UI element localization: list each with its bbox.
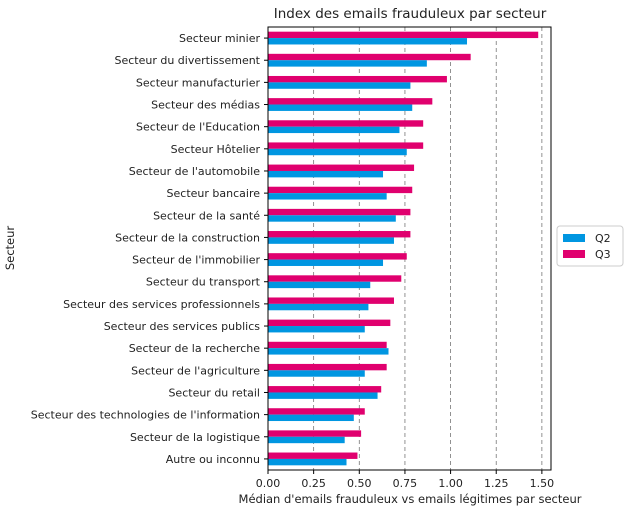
y-tick-label-15: Secteur de l'agriculture: [131, 364, 260, 377]
bar-q3-8: [268, 208, 411, 216]
bar-q2-19: [268, 458, 347, 466]
legend-swatch-q3: [563, 250, 585, 258]
bar-q3-1: [268, 53, 471, 61]
y-tick-label-19: Autre ou inconnu: [166, 453, 260, 466]
y-tick-label-6: Secteur de l'automobile: [129, 165, 260, 178]
legend-swatch-q2: [563, 234, 585, 242]
bar-q2-2: [268, 82, 411, 89]
y-tick-label-4: Secteur de l'Education: [136, 121, 260, 134]
bar-q2-14: [268, 348, 389, 355]
x-tick-label-5: 1.25: [484, 477, 509, 490]
bar-q3-0: [268, 31, 539, 39]
plot-frame: [267, 26, 552, 471]
y-tick-label-1: Secteur du divertissement: [114, 54, 260, 67]
y-tick-label-0: Secteur minier: [179, 32, 260, 45]
y-tick-label-3: Secteur des médias: [151, 99, 260, 112]
bars-layer: [268, 31, 539, 466]
y-tick-label-12: Secteur des services professionnels: [63, 298, 260, 311]
bar-q2-11: [268, 281, 371, 289]
y-tick-label-18: Secteur de la logistique: [130, 431, 260, 444]
bar-q3-15: [268, 363, 387, 371]
x-tick-label-2: 0.50: [347, 477, 372, 490]
bar-q3-11: [268, 275, 402, 282]
legend-box: [556, 225, 624, 267]
bar-q3-12: [268, 297, 394, 304]
x-tick-label-3: 0.75: [393, 477, 418, 490]
bar-q3-18: [268, 430, 362, 437]
x-tick-label-4: 1.00: [438, 477, 463, 490]
bar-q3-5: [268, 142, 424, 149]
bar-q3-13: [268, 319, 391, 327]
x-tick-label-1: 0.25: [301, 477, 326, 490]
y-tick-label-14: Secteur de la recherche: [129, 342, 261, 355]
y-tick-label-17: Secteur des technologies de l'informatio…: [31, 409, 260, 422]
bar-q2-16: [268, 392, 378, 399]
bar-q3-19: [268, 452, 358, 459]
bar-q3-7: [268, 186, 413, 194]
bar-q3-17: [268, 408, 365, 415]
legend-label-q3: Q3: [595, 248, 611, 261]
legend-label-q2: Q2: [595, 232, 611, 245]
bar-q2-13: [268, 326, 365, 333]
bar-q3-10: [268, 253, 407, 260]
bar-q3-6: [268, 164, 415, 171]
bar-q2-9: [268, 237, 394, 244]
bar-q3-3: [268, 98, 433, 105]
x-axis-label: Médian d'emails frauduleux vs emails lég…: [239, 492, 582, 506]
bar-q3-2: [268, 75, 447, 83]
bar-q2-15: [268, 370, 365, 377]
bar-q2-0: [268, 38, 468, 45]
bar-q2-12: [268, 303, 369, 311]
y-tick-label-9: Secteur de la construction: [115, 231, 260, 244]
x-tick-label-6: 1.50: [530, 477, 555, 490]
bar-q2-10: [268, 259, 384, 266]
y-tick-label-16: Secteur du retail: [168, 386, 260, 399]
bar-q3-4: [268, 120, 424, 127]
bar-q2-18: [268, 436, 345, 444]
y-tick-label-7: Secteur bancaire: [167, 187, 261, 200]
y-tick-label-2: Secteur manufacturier: [136, 76, 261, 89]
bar-q2-17: [268, 414, 354, 422]
bar-q2-6: [268, 170, 384, 178]
bar-q2-1: [268, 60, 427, 67]
bar-q3-14: [268, 341, 387, 349]
y-tick-label-5: Secteur Hôtelier: [171, 143, 261, 156]
bar-q2-5: [268, 148, 407, 156]
bar-q3-9: [268, 231, 411, 238]
bar-q2-8: [268, 215, 396, 222]
y-axis-label: Secteur: [3, 226, 17, 271]
y-tick-label-8: Secteur de la santé: [153, 209, 260, 222]
bar-q2-3: [268, 104, 413, 111]
bar-q2-7: [268, 193, 387, 200]
bar-q2-4: [268, 126, 400, 134]
grid-layer: [313, 27, 543, 470]
y-tick-label-11: Secteur du transport: [146, 276, 261, 289]
axes-layer: Secteur minier Secteur du divertissement S…: [31, 26, 555, 490]
chart-title: Index des emails frauduleux par secteur: [274, 6, 547, 22]
x-tick-label-0: 0.00: [256, 477, 281, 490]
y-tick-label-13: Secteur des services publics: [104, 320, 261, 333]
y-tick-label-10: Secteur de l'immobilier: [132, 254, 260, 267]
bar-q3-16: [268, 386, 382, 393]
